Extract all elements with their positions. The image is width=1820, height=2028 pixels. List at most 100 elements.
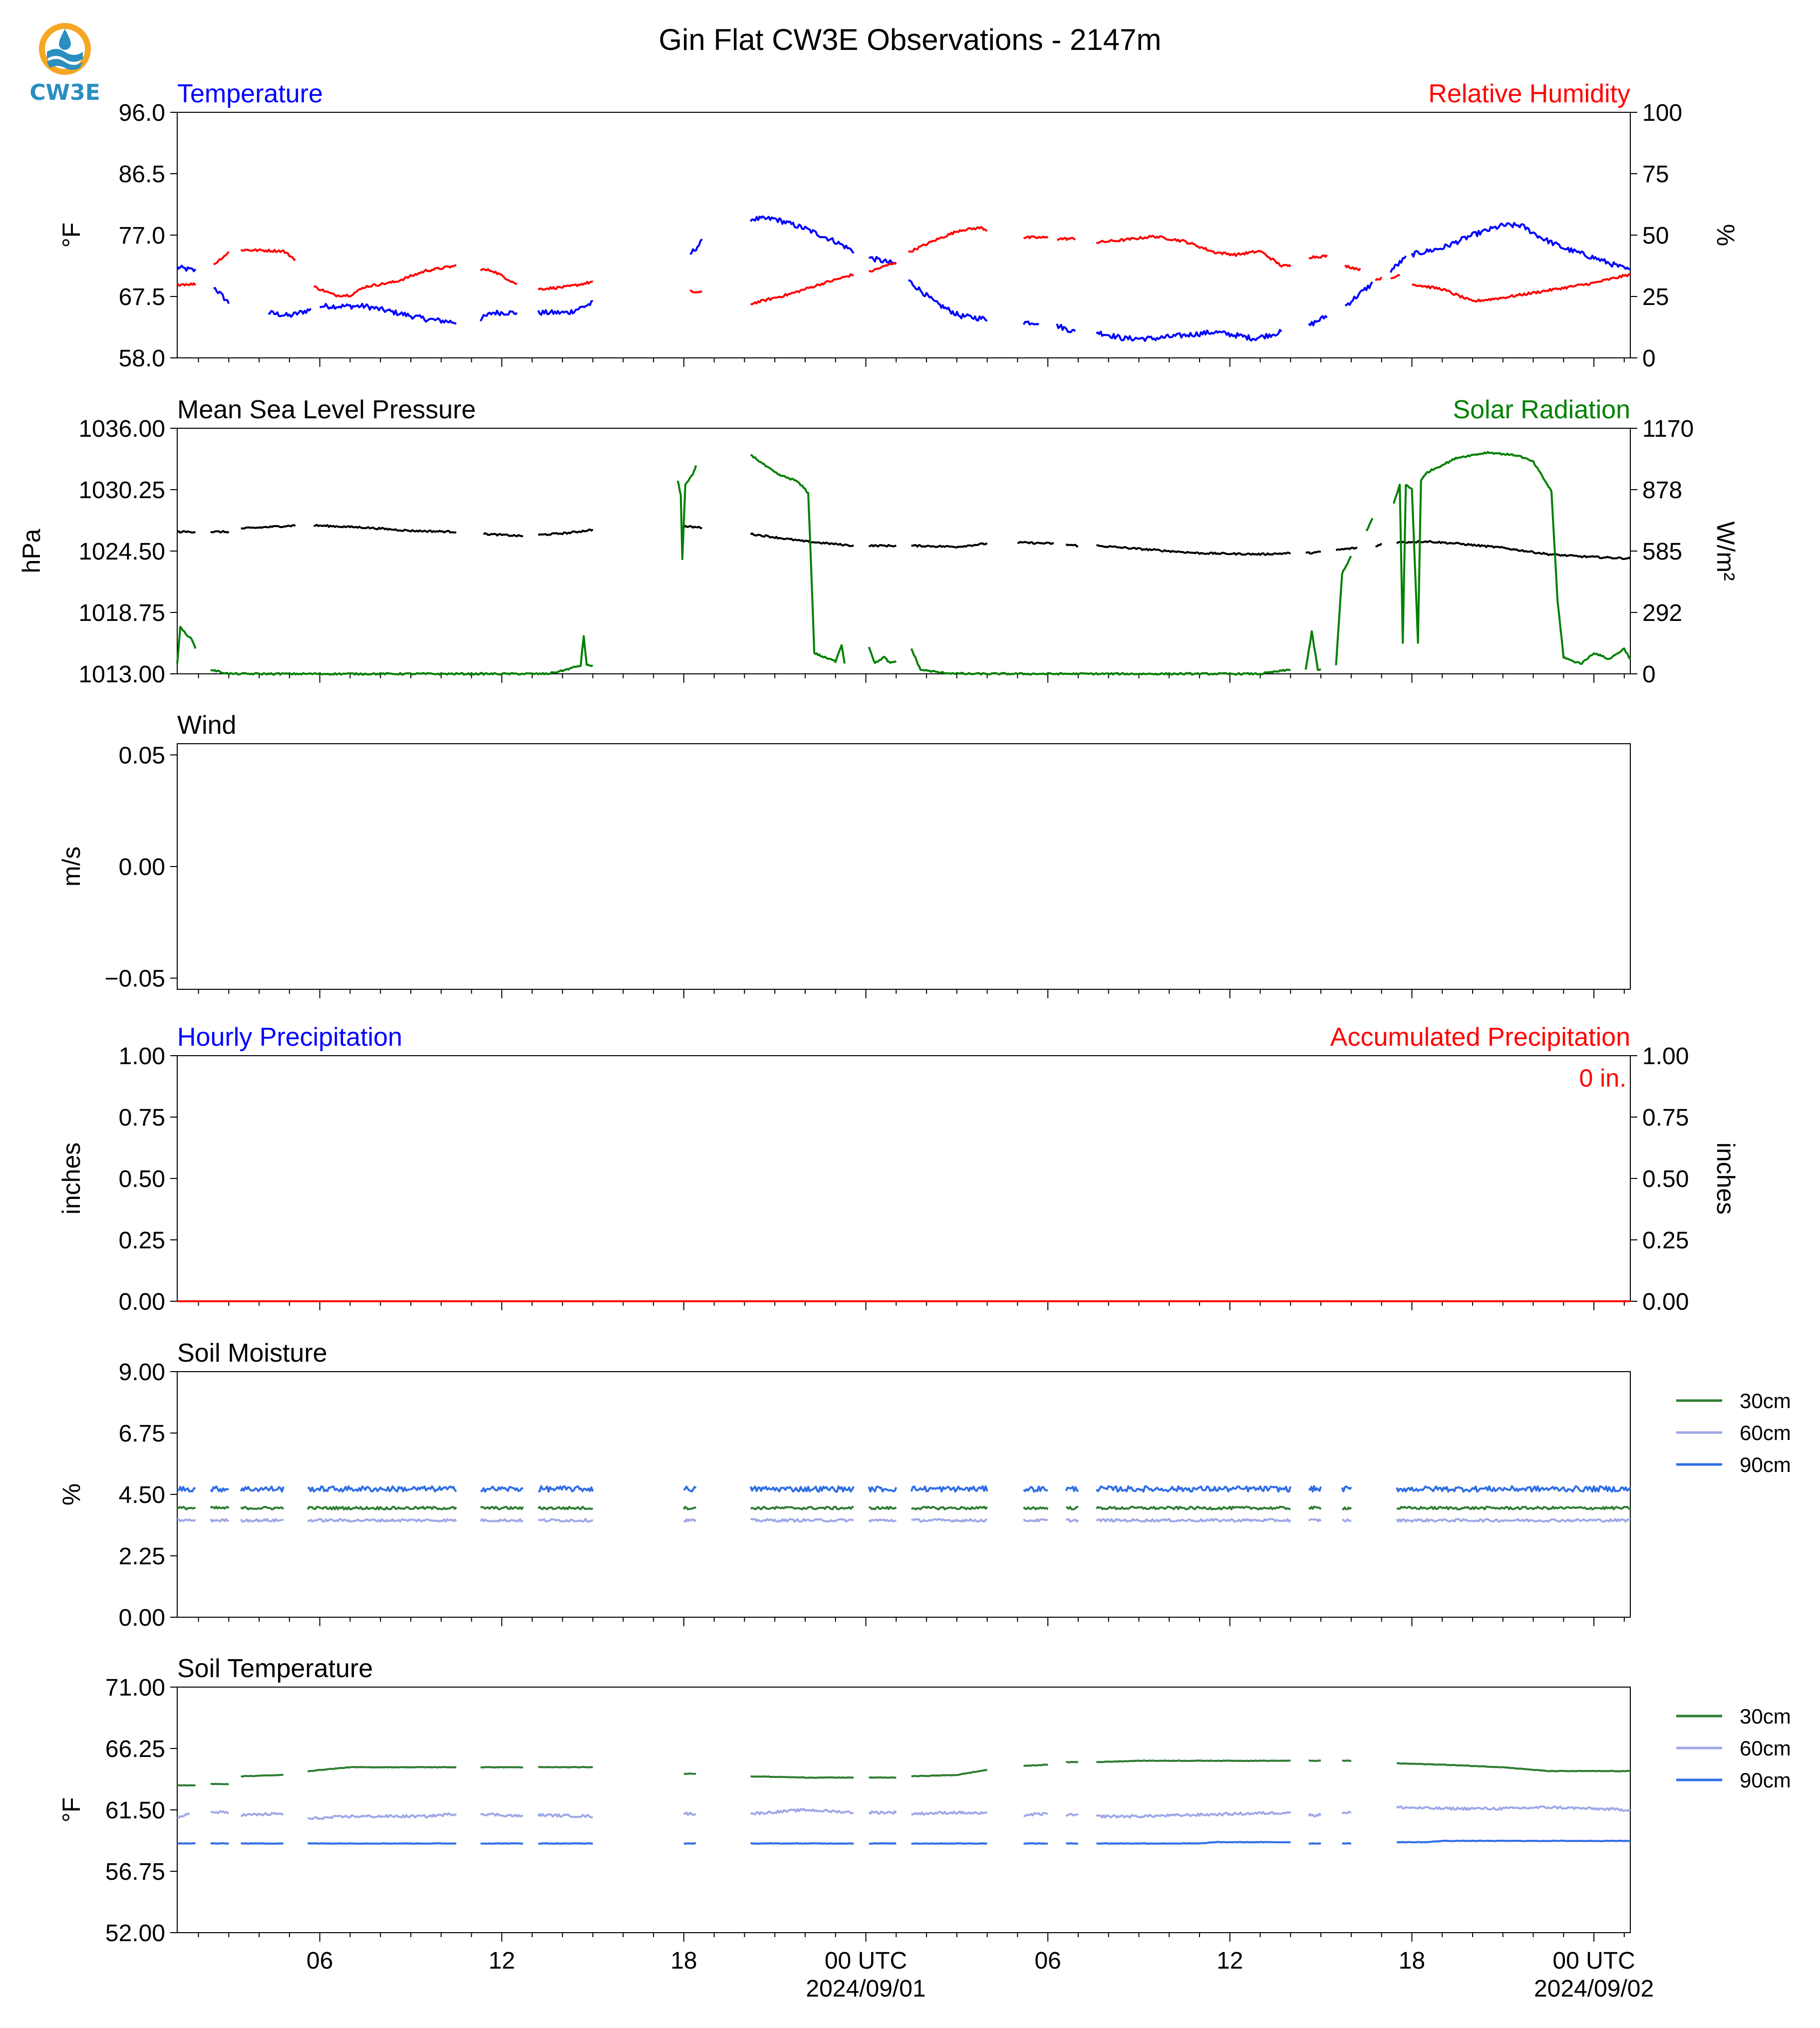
series-line [177,1485,196,1493]
y2-tick-label: 0.25 [1642,1227,1689,1254]
series-line [177,1812,190,1819]
series-line [307,1766,457,1772]
series-line [1096,1518,1291,1523]
series-line [1023,1842,1048,1845]
series-line [750,273,854,305]
x-tick-sublabel: 2024/09/02 [1534,1976,1654,2002]
series-line [240,248,296,261]
series-line [306,1505,457,1511]
series-line [1308,1505,1322,1510]
y2-tick-label: 0.50 [1642,1166,1689,1192]
series-line [1305,551,1321,555]
panel-right-title: Accumulated Precipitation [1330,1023,1630,1052]
y-axis-label: °F [57,223,85,248]
series-right-1 [176,226,1631,305]
plot-frame [177,743,1631,990]
series-line [750,532,854,548]
series-line [240,1518,284,1523]
y-tick-label: 1.00 [119,1043,165,1070]
series-line [268,307,312,318]
series-line [213,251,230,266]
series-line [749,1485,855,1493]
series-line [240,1485,285,1493]
series-line [1023,1518,1048,1523]
series-line [1390,274,1400,280]
series-line [750,1842,854,1845]
series-line [689,290,703,293]
series-line [241,1842,284,1845]
y-tick-label: 0.05 [119,742,165,769]
series-line [1022,320,1039,326]
x-tick-label: 00 UTC [825,1948,907,1974]
series-line [177,1518,196,1522]
panel-left-title: Soil Temperature [177,1654,373,1683]
series-line [683,1518,697,1523]
series-line [480,1812,524,1818]
series-line [1396,1839,1631,1844]
plot-frame [177,428,1631,674]
x-tick-label: 06 [1034,1948,1061,1974]
series-line [176,265,197,273]
series-line [869,262,897,273]
series-line [538,528,594,536]
series-line [240,1812,284,1817]
series-line [210,1485,229,1493]
series-line [1344,281,1373,306]
y-tick-label: 9.00 [119,1359,165,1386]
series-line [480,1518,524,1523]
series-line [1344,264,1361,272]
series-line [177,1842,196,1845]
series-line [750,1807,854,1815]
plot-frame [177,112,1631,358]
series-line [479,309,518,322]
y2-tick-label: 0.00 [1642,1289,1689,1315]
y-tick-label: 77.0 [119,223,165,249]
panel-right-title: Relative Humidity [1428,79,1630,108]
panel-precip: 0.00 0.25 0.50 0.75 1.00 0.00 0.25 0.50 0.75 1.00… [57,1023,1740,1315]
series-line [689,238,703,255]
series-line [869,1776,897,1779]
series-line [1396,540,1631,560]
series-line [177,1505,196,1510]
series-line [319,302,457,325]
series-line [210,1518,230,1523]
series-line [1375,543,1383,548]
series-line [1342,1759,1351,1762]
y-tick-label: 6.75 [119,1421,165,1447]
series-line [480,268,517,285]
series-line [1411,273,1631,302]
series-line [868,1485,898,1493]
series-line [1096,1759,1291,1763]
series-line [750,215,855,254]
panel-soil_moisture: 0.00 2.25 4.50 6.75 9.00 Soil Moisture% 30cm 60… [57,1339,1791,1631]
panel-left-title: Mean Sea Level Pressure [177,395,476,424]
plot-frame [177,1055,1631,1302]
legend-label: 90cm [1740,1453,1791,1476]
series-line [1308,254,1328,260]
series-line [1341,1485,1352,1492]
cw3e-logo: CW3E [25,18,105,108]
series-line [1335,547,1358,551]
y-tick-label: 61.50 [105,1797,165,1824]
x-tick-label: 18 [670,1948,697,1974]
series-line [683,525,702,530]
series-line [210,1842,229,1845]
series-line [868,256,897,265]
legend-label: 30cm [1740,1389,1791,1413]
logo-text: CW3E [29,80,100,105]
series-line [869,1505,897,1510]
series-line [210,1505,230,1510]
y-tick-label: 1030.25 [78,477,165,504]
series-line [1396,1485,1631,1493]
y-tick-label: 1013.00 [78,661,165,688]
series-line [313,524,457,534]
y-tick-label: 0.75 [119,1105,165,1131]
legend-label: 90cm [1740,1768,1791,1792]
y-tick-label: 96.0 [119,100,165,126]
y2-tick-label: 100 [1642,100,1682,126]
series-line [177,530,196,534]
series-line [911,1768,987,1777]
y-tick-label: 0.50 [119,1166,165,1192]
series-90cm [177,1839,1631,1845]
